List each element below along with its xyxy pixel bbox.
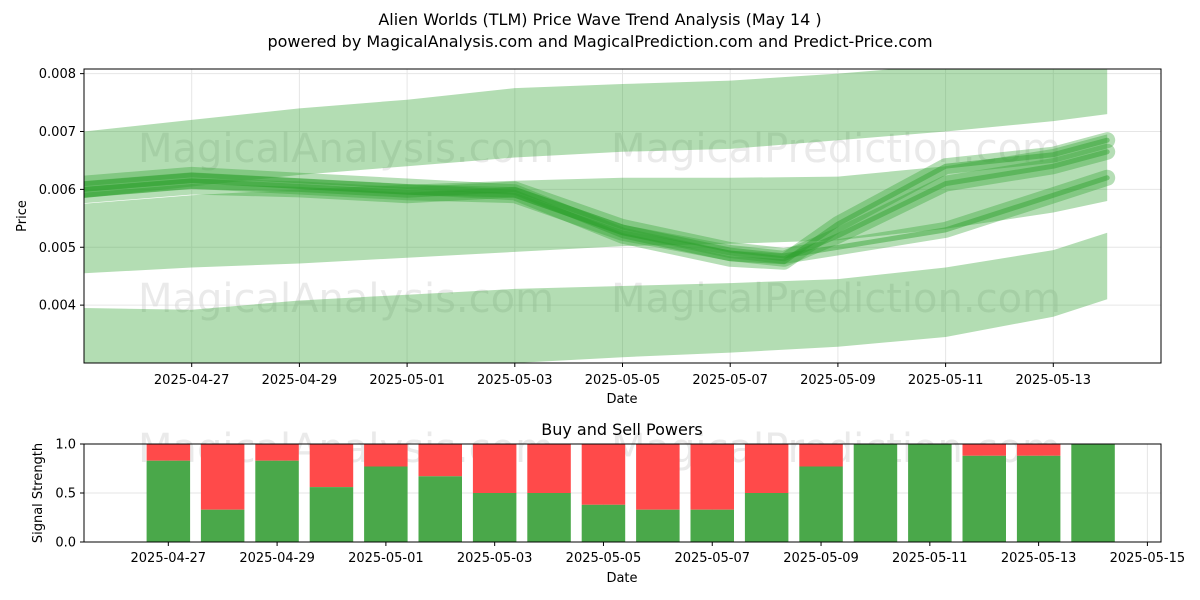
sell-bar bbox=[581, 444, 626, 505]
price-x-tick-label: 2025-05-05 bbox=[585, 373, 661, 388]
price-y-tick-label: 0.004 bbox=[39, 299, 76, 314]
sell-bar bbox=[744, 444, 789, 493]
signal-y-tick-label: 1.0 bbox=[55, 438, 76, 453]
signal-x-tick-label: 2025-04-29 bbox=[239, 551, 315, 566]
buy-bar bbox=[799, 466, 843, 542]
signal-x-tick-label: 2025-05-05 bbox=[566, 551, 642, 566]
sell-bar bbox=[255, 444, 299, 461]
price-bands bbox=[84, 69, 1108, 363]
price-x-tick-label: 2025-04-29 bbox=[262, 373, 338, 388]
buy-bar bbox=[309, 487, 354, 542]
buy-bar bbox=[527, 493, 571, 542]
signal-y-axis-label: Signal Strength bbox=[31, 443, 46, 543]
price-y-tick-label: 0.006 bbox=[39, 183, 76, 198]
buy-bar bbox=[853, 444, 898, 542]
signal-x-tick-label: 2025-05-03 bbox=[457, 551, 533, 566]
price-x-tick-label: 2025-05-07 bbox=[692, 373, 768, 388]
sell-bar bbox=[799, 444, 843, 467]
buy-bar bbox=[472, 493, 517, 542]
buy-bar bbox=[146, 460, 191, 542]
price-wave-core-3 bbox=[84, 137, 1110, 265]
price-x-tick-label: 2025-04-27 bbox=[154, 373, 230, 388]
signal-x-tick-label: 2025-05-09 bbox=[783, 551, 859, 566]
sell-bar bbox=[309, 444, 354, 488]
buy-bar bbox=[908, 444, 952, 542]
watermark-analysis: MagicalAnalysis.com bbox=[138, 126, 554, 172]
sell-bar bbox=[364, 444, 408, 467]
figure-title: Alien Worlds (TLM) Price Wave Trend Anal… bbox=[378, 10, 821, 29]
buy-bar bbox=[690, 509, 734, 542]
sell-bar bbox=[146, 444, 191, 461]
price-band-3 bbox=[84, 232, 1108, 363]
signal-x-ticks: 2025-04-27 2025-04-29 2025-05-01 2025-05-03… bbox=[131, 542, 1186, 566]
sell-bar bbox=[472, 444, 517, 493]
price-watermarks: MagicalAnalysis.com MagicalPrediction.co… bbox=[138, 126, 1061, 322]
price-band-1 bbox=[84, 69, 1108, 199]
signal-x-axis-label: Date bbox=[606, 571, 637, 586]
signal-chart-title: Buy and Sell Powers bbox=[541, 420, 703, 439]
buy-bar bbox=[581, 504, 626, 542]
price-x-tick-label: 2025-05-13 bbox=[1016, 373, 1092, 388]
price-wave-core-1 bbox=[84, 149, 1110, 262]
price-band-2 bbox=[84, 134, 1108, 274]
price-wave-1 bbox=[84, 143, 1116, 267]
buy-bar bbox=[255, 460, 299, 542]
price-waves bbox=[84, 132, 1116, 270]
watermark-analysis-2: MagicalAnalysis.com bbox=[138, 276, 554, 322]
signal-chart: MagicalAnalysis.com MagicalPrediction.co… bbox=[31, 420, 1185, 586]
signal-x-tick-label: 2025-04-27 bbox=[131, 551, 207, 566]
sell-bar bbox=[690, 444, 734, 510]
sell-bar bbox=[1016, 444, 1061, 456]
figure-subtitle: powered by MagicalAnalysis.com and Magic… bbox=[267, 32, 932, 51]
price-wave-core-2 bbox=[84, 175, 1110, 259]
price-wave-3 bbox=[84, 132, 1116, 270]
signal-x-tick-label: 2025-05-15 bbox=[1110, 551, 1186, 566]
price-chart: MagicalAnalysis.com MagicalPrediction.co… bbox=[15, 67, 1162, 407]
price-wave-2 bbox=[84, 169, 1116, 264]
price-x-tick-label: 2025-05-11 bbox=[908, 373, 984, 388]
watermark-prediction: MagicalPrediction.com bbox=[611, 126, 1061, 172]
price-x-ticks: 2025-04-27 2025-04-29 2025-05-01 2025-05-03… bbox=[154, 363, 1091, 388]
price-x-tick-label: 2025-05-09 bbox=[800, 373, 876, 388]
price-x-axis-label: Date bbox=[606, 392, 637, 407]
signal-bars bbox=[146, 444, 1115, 542]
price-y-axis-label: Price bbox=[15, 200, 30, 232]
price-y-tick-label: 0.008 bbox=[39, 67, 76, 82]
buy-bar bbox=[962, 455, 1006, 542]
buy-bar bbox=[1016, 455, 1061, 542]
sell-bar bbox=[527, 444, 571, 493]
price-y-tick-label: 0.005 bbox=[39, 241, 76, 256]
buy-bar bbox=[636, 509, 680, 542]
buy-bar bbox=[1071, 444, 1115, 542]
signal-x-tick-label: 2025-05-01 bbox=[348, 551, 424, 566]
sell-bar bbox=[636, 444, 680, 510]
signal-y-tick-label: 0.5 bbox=[55, 487, 76, 502]
price-y-ticks: 0.004 0.005 0.006 0.007 0.008 bbox=[39, 67, 84, 314]
sell-bar bbox=[200, 444, 245, 510]
signal-y-tick-label: 0.0 bbox=[55, 536, 76, 551]
price-x-tick-label: 2025-05-01 bbox=[369, 373, 445, 388]
price-y-tick-label: 0.007 bbox=[39, 125, 76, 140]
signal-x-tick-label: 2025-05-07 bbox=[674, 551, 750, 566]
watermark-prediction-2: MagicalPrediction.com bbox=[611, 276, 1061, 322]
buy-bar bbox=[418, 476, 462, 542]
buy-bar bbox=[364, 466, 408, 542]
signal-x-tick-label: 2025-05-13 bbox=[1001, 551, 1077, 566]
buy-bar bbox=[200, 509, 245, 542]
sell-bar bbox=[418, 444, 462, 477]
signal-y-ticks: 0.0 0.5 1.0 bbox=[55, 438, 84, 551]
price-grid bbox=[84, 69, 1161, 363]
price-x-tick-label: 2025-05-03 bbox=[477, 373, 553, 388]
buy-bar bbox=[744, 493, 789, 542]
sell-bar bbox=[962, 444, 1006, 456]
signal-x-tick-label: 2025-05-11 bbox=[892, 551, 968, 566]
